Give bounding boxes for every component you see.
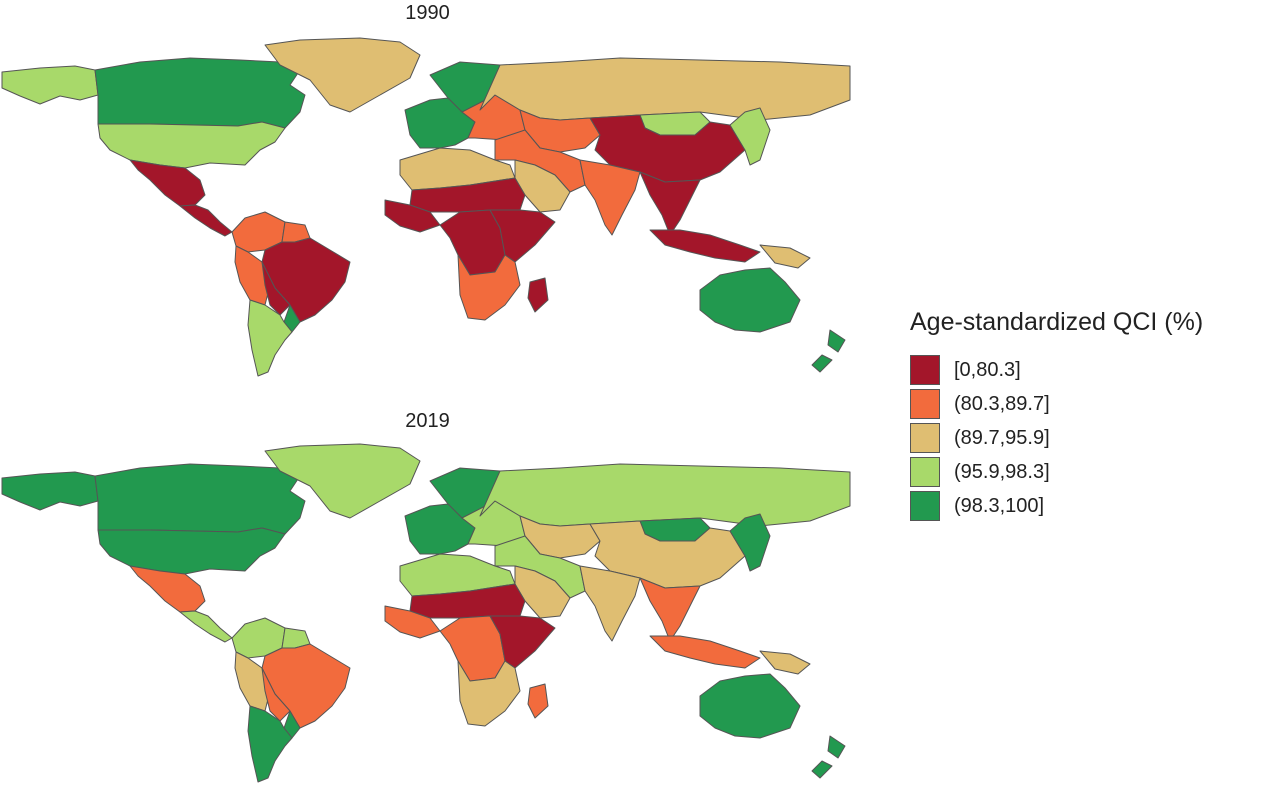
region-mexico (129, 565, 206, 613)
legend-swatch (910, 389, 940, 419)
legend-swatch (910, 491, 940, 521)
region-central-america (179, 204, 233, 237)
legend-swatch (910, 355, 940, 385)
region-china (589, 114, 746, 183)
world-map-2019 (1, 443, 851, 783)
region-usa (97, 527, 286, 575)
legend: Age-standardized QCI (%) [0,80.3] (80.3,… (910, 308, 1203, 523)
region-southern-africa (457, 254, 521, 321)
legend-label: (89.7,95.9] (954, 426, 1050, 449)
region-argentina-chile (247, 299, 293, 377)
legend-swatch (910, 423, 940, 453)
region-central-america (179, 610, 233, 643)
region-mexico (129, 159, 206, 207)
region-australia (699, 267, 801, 333)
legend-item: (80.3,89.7] (910, 387, 1203, 421)
region-argentina-chile (247, 705, 293, 783)
region-southern-africa (457, 660, 521, 727)
legend-items: [0,80.3] (80.3,89.7] (89.7,95.9] (95.9,9… (910, 353, 1203, 523)
panel-title-1990: 1990 (405, 2, 450, 24)
legend-label: (95.9,98.3] (954, 460, 1050, 483)
legend-swatch (910, 457, 940, 487)
region-east-africa (489, 615, 556, 669)
region-usa (97, 121, 286, 169)
region-greenland (264, 37, 421, 113)
legend-label: (98.3,100] (954, 494, 1045, 517)
region-australia (699, 673, 801, 739)
region-madagascar (527, 683, 549, 719)
region-china (589, 520, 746, 589)
region-east-africa (489, 209, 556, 263)
legend-item: (95.9,98.3] (910, 455, 1203, 489)
region-india (579, 159, 641, 236)
region-russia (479, 57, 851, 121)
region-india (579, 565, 641, 642)
world-map-1990 (1, 37, 851, 377)
region-papua (759, 650, 811, 675)
legend-label: (80.3,89.7] (954, 392, 1050, 415)
legend-label: [0,80.3] (954, 358, 1021, 381)
region-middle-east (494, 535, 586, 599)
region-korea-japan (729, 107, 771, 166)
region-madagascar (527, 277, 549, 313)
legend-item: (98.3,100] (910, 489, 1203, 523)
region-alaska (1, 65, 99, 105)
legend-item: [0,80.3] (910, 353, 1203, 387)
panel-title-2019: 2019 (405, 410, 450, 432)
region-papua (759, 244, 811, 269)
region-russia (479, 463, 851, 527)
region-middle-east (494, 129, 586, 193)
region-greenland (264, 443, 421, 519)
legend-item: (89.7,95.9] (910, 421, 1203, 455)
region-canada (94, 57, 306, 129)
region-canada (94, 463, 306, 535)
region-southeast-asia (639, 577, 701, 642)
region-indonesia (649, 635, 761, 669)
legend-title: Age-standardized QCI (%) (910, 308, 1204, 336)
region-southeast-asia (639, 171, 701, 236)
region-alaska (1, 471, 99, 511)
region-new-zealand (811, 329, 846, 373)
region-new-zealand (811, 735, 846, 779)
region-west-africa (384, 199, 441, 233)
region-west-africa (384, 605, 441, 639)
region-korea-japan (729, 513, 771, 572)
region-indonesia (649, 229, 761, 263)
